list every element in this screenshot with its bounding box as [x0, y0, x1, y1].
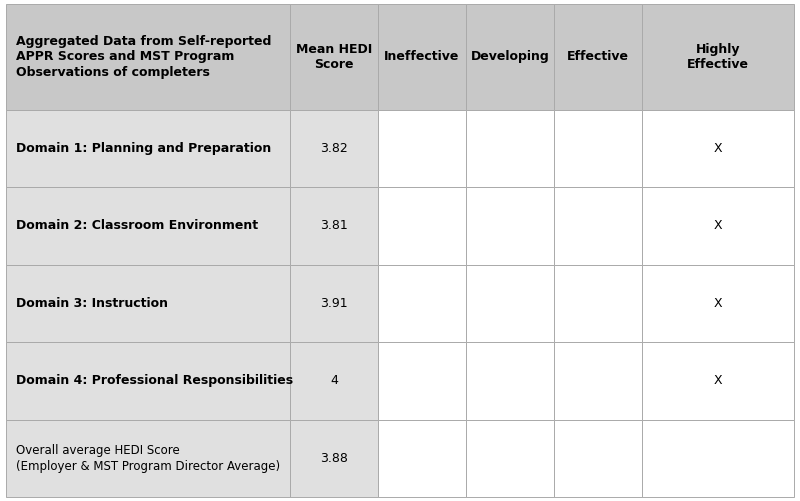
Text: X: X — [714, 297, 722, 310]
Text: Domain 4: Professional Responsibilities: Domain 4: Professional Responsibilities — [16, 374, 293, 387]
Text: 3.82: 3.82 — [320, 142, 348, 155]
Bar — [554, 419, 642, 497]
Bar — [6, 265, 290, 342]
Text: 3.91: 3.91 — [320, 297, 348, 310]
Bar — [466, 419, 554, 497]
Bar — [554, 110, 642, 187]
Text: Effective: Effective — [567, 50, 630, 63]
Text: Domain 1: Planning and Preparation: Domain 1: Planning and Preparation — [16, 142, 271, 155]
Bar — [290, 342, 378, 419]
Bar — [554, 265, 642, 342]
Text: Mean HEDI
Score: Mean HEDI Score — [296, 43, 372, 71]
Bar — [6, 342, 290, 419]
Bar — [554, 187, 642, 265]
Bar — [642, 419, 794, 497]
Bar — [466, 4, 554, 110]
Bar — [378, 4, 466, 110]
Bar — [642, 187, 794, 265]
Bar — [378, 419, 466, 497]
Text: 3.88: 3.88 — [320, 452, 348, 465]
Bar — [642, 110, 794, 187]
Bar — [378, 342, 466, 419]
Bar — [466, 110, 554, 187]
Text: Domain 2: Classroom Environment: Domain 2: Classroom Environment — [16, 219, 258, 232]
Bar — [290, 4, 378, 110]
Text: X: X — [714, 374, 722, 387]
Text: 4: 4 — [330, 374, 338, 387]
Bar — [378, 265, 466, 342]
Bar — [642, 4, 794, 110]
Bar — [642, 342, 794, 419]
Bar — [6, 187, 290, 265]
Text: Overall average HEDI Score
(Employer & MST Program Director Average): Overall average HEDI Score (Employer & M… — [16, 444, 280, 472]
Text: Developing: Developing — [471, 50, 550, 63]
Bar — [466, 187, 554, 265]
Bar — [6, 4, 290, 110]
Bar — [554, 4, 642, 110]
Text: 3.81: 3.81 — [320, 219, 348, 232]
Text: Domain 3: Instruction: Domain 3: Instruction — [16, 297, 168, 310]
Bar — [6, 419, 290, 497]
Bar — [6, 110, 290, 187]
Bar — [290, 110, 378, 187]
Bar — [378, 110, 466, 187]
Bar — [642, 265, 794, 342]
Bar — [290, 187, 378, 265]
Text: X: X — [714, 142, 722, 155]
Bar — [290, 265, 378, 342]
Text: X: X — [714, 219, 722, 232]
Bar — [378, 187, 466, 265]
Bar — [290, 419, 378, 497]
Bar — [554, 342, 642, 419]
Bar — [466, 342, 554, 419]
Text: Aggregated Data from Self-reported
APPR Scores and MST Program
Observations of c: Aggregated Data from Self-reported APPR … — [16, 35, 271, 79]
Text: Ineffective: Ineffective — [384, 50, 460, 63]
Bar — [466, 265, 554, 342]
Text: Highly
Effective: Highly Effective — [687, 43, 749, 71]
